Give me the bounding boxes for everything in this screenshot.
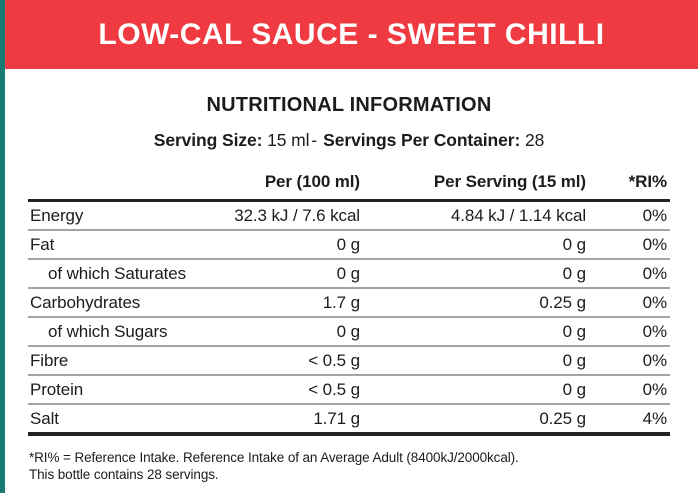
table-row: Energy 32.3 kJ / 7.6 kcal 4.84 kJ / 1.14 k… [28, 200, 670, 231]
servings-per-container-label: Servings Per Container: [323, 130, 521, 150]
nutrient-name: Salt [28, 404, 193, 436]
value-ri-percent: 0% [586, 200, 670, 231]
value-ri-percent: 0% [586, 346, 670, 376]
value-per-serving: 0 g [360, 259, 586, 289]
label-content: NUTRITIONAL INFORMATION Serving Size: 15… [0, 69, 698, 493]
serving-size-label: Serving Size: [153, 130, 263, 150]
value-ri-percent: 0% [586, 317, 670, 347]
value-per-100ml: 0 g [193, 259, 360, 289]
value-ri-percent: 0% [586, 259, 670, 289]
column-header-ri-percent: *RI% [586, 172, 670, 202]
value-per-100ml: < 0.5 g [193, 375, 360, 405]
value-per-serving: 0 g [360, 230, 586, 260]
table-row: Salt 1.71 g 0.25 g 4% [28, 404, 670, 436]
footnote: *RI% = Reference Intake. Reference Intak… [29, 449, 698, 483]
servings-per-container-value: 28 [524, 130, 545, 150]
column-header-nutrient [28, 172, 193, 202]
serving-separator: - [311, 130, 318, 150]
nutrition-table: Per (100 ml) Per Serving (15 ml) *RI% En… [28, 172, 670, 436]
section-title: NUTRITIONAL INFORMATION [206, 94, 492, 116]
value-per-100ml: 1.7 g [193, 288, 360, 318]
value-per-100ml: < 0.5 g [193, 346, 360, 376]
column-header-per-100ml: Per (100 ml) [193, 172, 360, 202]
value-per-100ml: 1.71 g [193, 404, 360, 436]
nutrient-name: Protein [28, 375, 193, 405]
value-ri-percent: 0% [586, 375, 670, 405]
value-per-100ml: 32.3 kJ / 7.6 kcal [193, 200, 360, 231]
product-title: LOW-CAL SAUCE - SWEET CHILLI [98, 17, 605, 51]
value-per-serving: 0 g [360, 346, 586, 376]
value-per-serving: 0.25 g [360, 288, 586, 318]
nutrient-name: Energy [28, 200, 193, 231]
value-ri-percent: 0% [586, 288, 670, 318]
column-header-per-serving: Per Serving (15 ml) [360, 172, 586, 202]
value-ri-percent: 4% [586, 404, 670, 436]
value-per-serving: 0.25 g [360, 404, 586, 436]
table-row: Carbohydrates 1.7 g 0.25 g 0% [28, 288, 670, 318]
table-header-row: Per (100 ml) Per Serving (15 ml) *RI% [28, 172, 670, 202]
value-per-serving: 0 g [360, 317, 586, 347]
nutrient-name: of which Saturates [28, 259, 193, 289]
value-per-100ml: 0 g [193, 230, 360, 260]
footnote-line-2: This bottle contains 28 servings. [29, 467, 219, 482]
nutrient-name: Fibre [28, 346, 193, 376]
nutrient-name: of which Sugars [28, 317, 193, 347]
nutrient-name: Fat [28, 230, 193, 260]
footnote-line-1: *RI% = Reference Intake. Reference Intak… [29, 450, 519, 465]
product-banner: LOW-CAL SAUCE - SWEET CHILLI [5, 0, 698, 69]
teal-accent-strip [0, 0, 5, 493]
serving-info: Serving Size: 15 ml - Servings Per Contain… [0, 130, 698, 151]
serving-size-value: 15 ml [267, 130, 310, 150]
nutrition-table-body: Energy 32.3 kJ / 7.6 kcal 4.84 kJ / 1.14 k… [28, 200, 670, 436]
value-per-100ml: 0 g [193, 317, 360, 347]
value-ri-percent: 0% [586, 230, 670, 260]
value-per-serving: 0 g [360, 375, 586, 405]
nutrient-name: Carbohydrates [28, 288, 193, 318]
value-per-serving: 4.84 kJ / 1.14 kcal [360, 200, 586, 231]
